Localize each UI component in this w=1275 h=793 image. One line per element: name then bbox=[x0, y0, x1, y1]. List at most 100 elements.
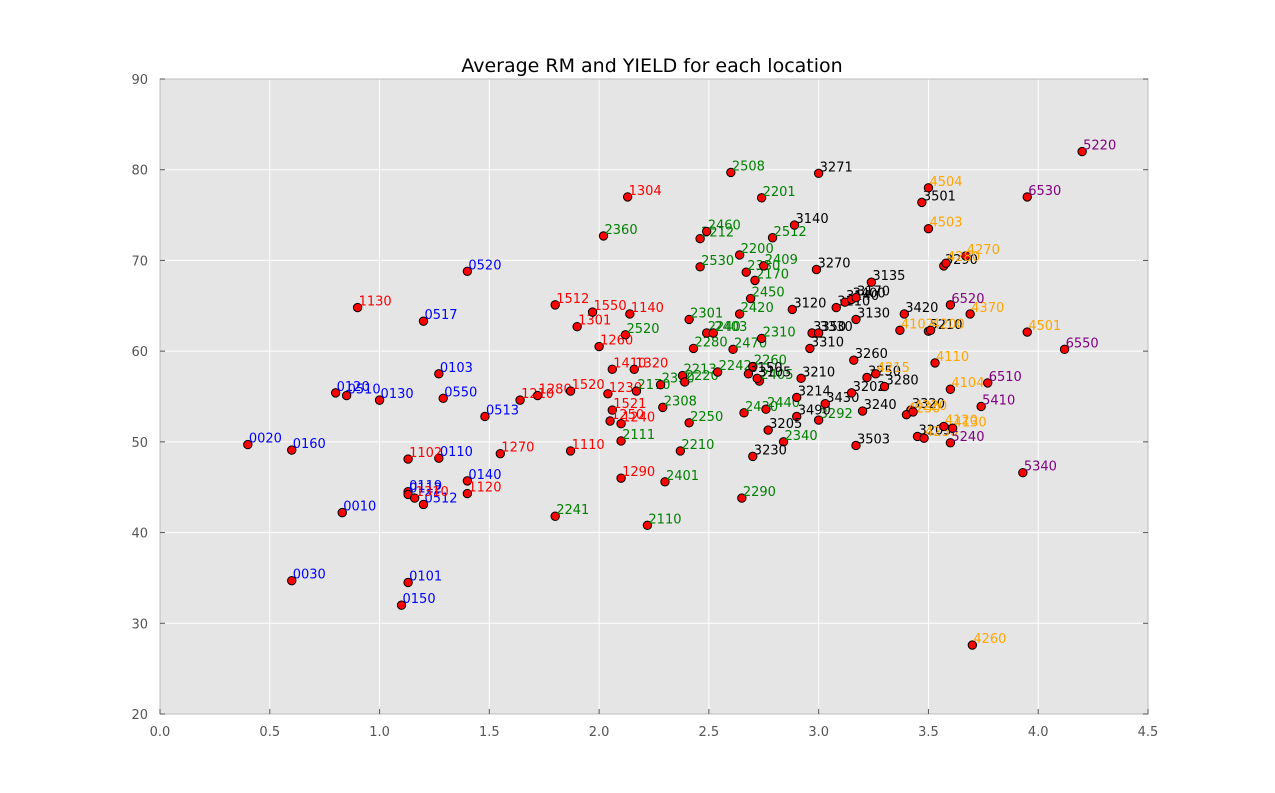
y-tick-label: 20 bbox=[131, 708, 148, 723]
data-point: 0150 bbox=[396, 592, 436, 610]
data-point: 0103 bbox=[434, 361, 473, 379]
point-label: 1290 bbox=[622, 465, 655, 480]
point-label: 2450 bbox=[752, 286, 785, 301]
point-marker bbox=[917, 197, 927, 208]
data-point: 4110 bbox=[930, 350, 969, 368]
y-tick-label: 30 bbox=[131, 617, 148, 632]
data-point: 0110 bbox=[434, 445, 473, 463]
point-label: 0119 bbox=[409, 479, 442, 494]
data-point: 1550 bbox=[587, 299, 627, 317]
point-label: 4104 bbox=[951, 376, 984, 391]
point-marker bbox=[607, 405, 617, 415]
point-marker bbox=[565, 446, 576, 456]
point-marker bbox=[550, 300, 560, 310]
point-marker bbox=[572, 321, 582, 332]
point-marker bbox=[961, 251, 971, 261]
x-axis: 0.0 0.5 1.0 1.5 2.0 2.5 3.0 3.5 4.0 4.5 bbox=[150, 709, 1158, 740]
point-label: 2250 bbox=[690, 410, 723, 425]
data-point: 3310 bbox=[805, 335, 844, 354]
point-marker bbox=[684, 418, 694, 428]
point-marker bbox=[939, 421, 949, 432]
point-label: 6550 bbox=[1066, 336, 1099, 351]
point-marker bbox=[895, 325, 905, 335]
point-label: 2401 bbox=[666, 469, 699, 484]
data-point: 0550 bbox=[438, 385, 477, 404]
point-marker bbox=[587, 307, 598, 317]
data-point: 2260 bbox=[748, 354, 787, 372]
point-marker bbox=[748, 451, 758, 462]
point-marker bbox=[919, 433, 929, 443]
point-marker bbox=[726, 167, 736, 178]
point-marker bbox=[857, 406, 868, 416]
plot-background bbox=[160, 79, 1148, 714]
point-marker bbox=[352, 302, 363, 313]
data-point: 1280 bbox=[532, 383, 572, 401]
point-label: 3420 bbox=[905, 301, 938, 316]
point-label: 4130 bbox=[954, 415, 987, 430]
point-label: 1270 bbox=[501, 441, 534, 456]
point-label: 2200 bbox=[741, 242, 774, 257]
point-label: 3240 bbox=[864, 398, 897, 413]
data-point: 4280 bbox=[941, 250, 980, 268]
data-point: 3170 bbox=[851, 285, 890, 303]
data-point: 3105 bbox=[752, 365, 791, 384]
point-marker bbox=[851, 292, 861, 303]
point-label: 1130 bbox=[359, 295, 392, 310]
data-point: 0520 bbox=[462, 258, 501, 277]
data-point: 3150 bbox=[743, 361, 783, 379]
point-marker bbox=[811, 264, 822, 275]
data-point: 3210 bbox=[796, 365, 835, 384]
data-point: 2250 bbox=[684, 410, 723, 428]
point-marker bbox=[434, 369, 444, 379]
point-label: 4260 bbox=[973, 632, 1006, 647]
point-marker bbox=[695, 262, 705, 272]
data-point: 2440 bbox=[761, 396, 800, 414]
point-label: 1512 bbox=[556, 292, 589, 307]
point-marker bbox=[1022, 192, 1032, 202]
point-marker bbox=[620, 330, 631, 340]
point-marker bbox=[849, 355, 859, 365]
data-point: 2210 bbox=[675, 438, 714, 456]
point-marker bbox=[243, 439, 253, 450]
data-point: 6510 bbox=[983, 370, 1022, 388]
point-marker bbox=[792, 411, 802, 422]
data-point: 3292 bbox=[813, 407, 853, 425]
point-marker bbox=[752, 373, 762, 384]
point-marker bbox=[1018, 468, 1028, 478]
data-point: 1310 bbox=[409, 485, 449, 503]
point-marker bbox=[1022, 327, 1032, 337]
point-label: 2460 bbox=[708, 218, 741, 233]
data-point: 0020 bbox=[243, 432, 282, 450]
point-label: 3503 bbox=[857, 432, 890, 447]
data-point: 2360 bbox=[598, 223, 638, 241]
point-marker bbox=[680, 377, 690, 387]
point-label: 4503 bbox=[929, 216, 962, 231]
point-marker bbox=[846, 388, 857, 398]
point-marker bbox=[737, 493, 747, 503]
point-marker bbox=[684, 314, 694, 325]
data-point: 2242 bbox=[712, 359, 752, 377]
point-label: 2420 bbox=[741, 301, 774, 316]
point-label: 3214 bbox=[798, 384, 831, 399]
data-point: 1304 bbox=[622, 184, 662, 202]
point-label: 2260 bbox=[754, 354, 787, 369]
point-label: 3205 bbox=[769, 417, 802, 432]
data-point: 2310 bbox=[756, 325, 796, 344]
point-label: 3105 bbox=[758, 365, 791, 380]
x-tick-label: 4.0 bbox=[1028, 725, 1049, 740]
data-point: 3260 bbox=[849, 347, 888, 365]
point-marker bbox=[805, 343, 815, 354]
data-point: 4200 bbox=[925, 317, 965, 335]
x-tick-label: 2.0 bbox=[589, 725, 610, 740]
data-point: 5220 bbox=[1077, 139, 1116, 157]
point-label: 2242 bbox=[719, 359, 752, 374]
point-marker bbox=[813, 415, 824, 425]
data-point: 3271 bbox=[813, 160, 853, 179]
point-marker bbox=[418, 499, 429, 510]
point-label: 2213 bbox=[684, 363, 717, 378]
data-point: 4504 bbox=[923, 175, 963, 193]
point-label: 0030 bbox=[293, 568, 326, 583]
data-point: 3270 bbox=[811, 257, 851, 275]
point-marker bbox=[748, 361, 758, 372]
point-marker bbox=[462, 266, 473, 277]
